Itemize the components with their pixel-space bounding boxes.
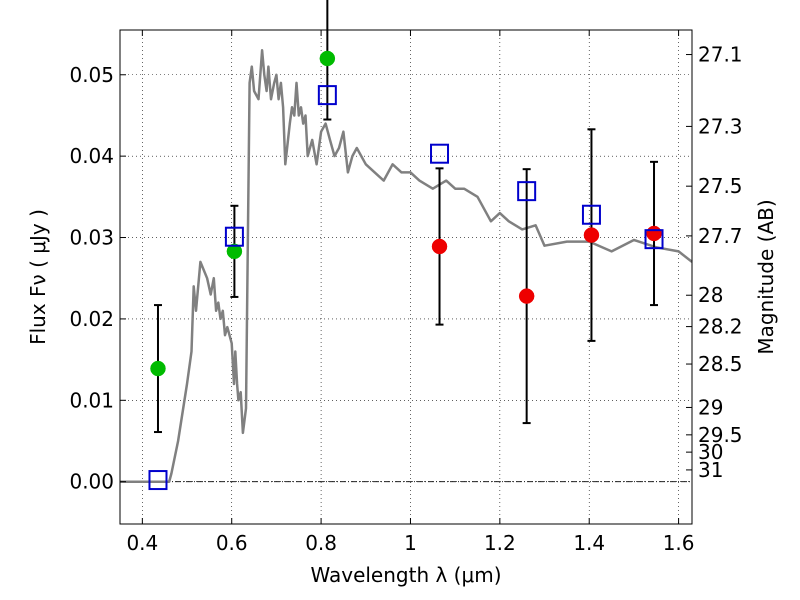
y2-axis-label: Magnitude (AB) xyxy=(754,199,778,354)
y2-tick-label: 27.5 xyxy=(698,174,743,198)
red-data-point xyxy=(646,225,662,242)
x-tick-label: 1.4 xyxy=(573,531,605,555)
x-tick-label: 0.6 xyxy=(216,531,248,555)
y2-tick-label: 31 xyxy=(698,458,723,482)
y-tick-label: 0.00 xyxy=(69,470,114,494)
model-flux-square xyxy=(581,204,601,225)
x-axis-label: Wavelength λ (μm) xyxy=(310,563,501,587)
red-data-point xyxy=(583,227,600,243)
y2-tick-label: 28 xyxy=(698,283,723,307)
y-tick-label: 0.04 xyxy=(69,144,114,168)
model-flux-square xyxy=(517,181,537,202)
x-tick-label: 0.8 xyxy=(305,531,337,555)
data-points xyxy=(148,50,664,491)
model-sed-curve xyxy=(120,49,693,483)
model-flux-square xyxy=(317,85,337,106)
x-tick-label: 0.4 xyxy=(126,531,158,555)
y2-tick-label: 27.7 xyxy=(698,224,743,248)
red-data-point xyxy=(431,238,448,255)
y2-tick-label: 28.2 xyxy=(698,315,743,339)
y2-tick-label: 27.1 xyxy=(698,43,743,67)
x-axis-ticks: 0.4 0.6 0.8 1 1.2 1.4 1.6 xyxy=(126,30,695,555)
y2-tick-label: 29 xyxy=(698,395,723,419)
y-axis-label: Flux Fν ( μJy ) xyxy=(26,209,50,345)
y-axis-ticks: 0.00 0.01 0.02 0.03 0.04 0.05 xyxy=(69,63,126,494)
x-tick-label: 1.6 xyxy=(663,531,695,555)
x-tick-label: 1 xyxy=(404,531,417,555)
y2-tick-label: 29.5 xyxy=(698,423,743,447)
model-flux-square xyxy=(224,226,244,247)
y2-tick-label: 30 xyxy=(698,440,723,464)
model-flux-square xyxy=(148,470,168,491)
y2-tick-label: 28.5 xyxy=(698,352,743,376)
green-data-point xyxy=(226,243,243,260)
y-tick-label: 0.05 xyxy=(69,63,114,87)
y-tick-label: 0.02 xyxy=(69,307,114,331)
y-tick-label: 0.01 xyxy=(69,388,114,412)
y2-tick-label: 27.3 xyxy=(698,114,743,138)
green-data-point xyxy=(319,50,336,67)
y-tick-label: 0.03 xyxy=(69,226,114,250)
x-tick-label: 1.2 xyxy=(484,531,516,555)
model-sed-line xyxy=(120,49,693,483)
green-data-point xyxy=(150,360,166,377)
model-flux-square xyxy=(644,229,664,250)
plot-frame xyxy=(119,29,693,525)
red-data-point xyxy=(518,288,535,304)
model-flux-square xyxy=(430,143,450,164)
